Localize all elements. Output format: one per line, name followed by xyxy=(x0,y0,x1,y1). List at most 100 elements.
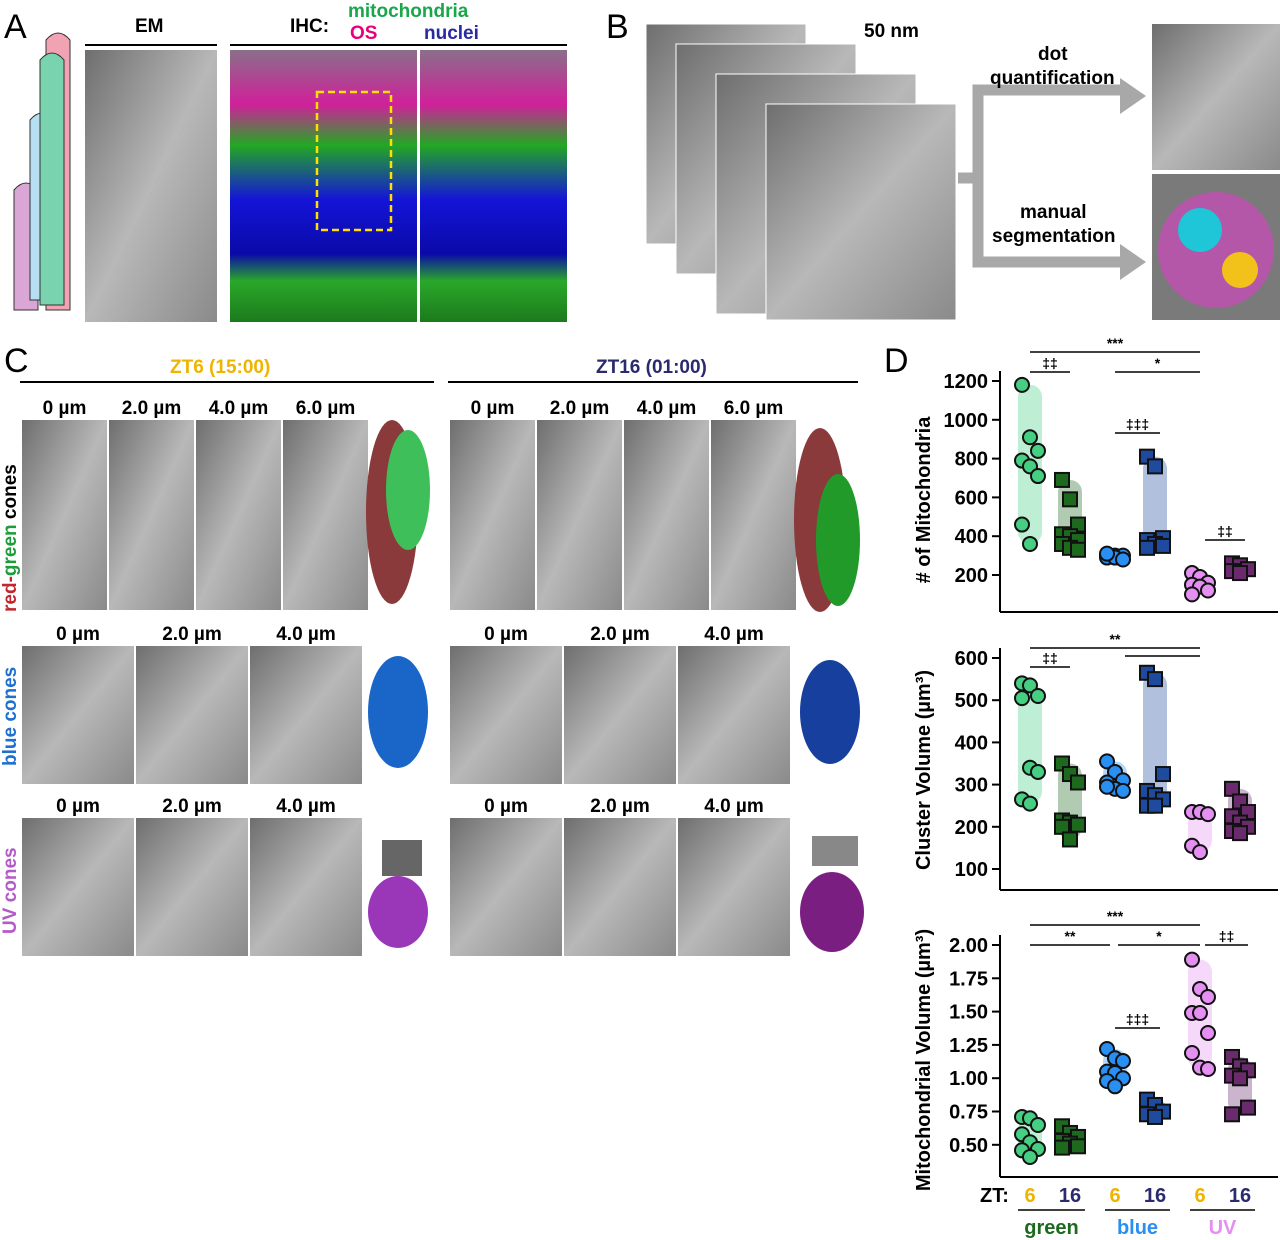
ssbf-em-grid: 0 µm 2.0 µm 4.0 µm 6.0 µm 0 µm 2.0 µm 4.0 µm 6.… xyxy=(22,398,796,956)
data-point xyxy=(1200,806,1216,823)
data-point xyxy=(1030,442,1046,459)
zt6-title: ZT6 (15:00) xyxy=(170,357,270,378)
data-point xyxy=(1184,586,1200,603)
group-label: blue xyxy=(1117,1217,1158,1239)
depth-label: 4.0 µm xyxy=(637,398,697,419)
data-point xyxy=(1062,831,1078,848)
depth-label: 0 µm xyxy=(43,398,87,419)
em-slice xyxy=(109,420,194,610)
data-point xyxy=(1070,541,1086,558)
data-point xyxy=(1030,468,1046,485)
significance-label: ‡‡‡ xyxy=(1126,1011,1149,1027)
mitochondria-label: mitochondria xyxy=(348,1,469,22)
em-slice xyxy=(450,420,535,610)
significance-label: * xyxy=(1155,355,1161,371)
3d-renders xyxy=(366,420,864,952)
em-slice xyxy=(678,646,790,784)
data-point xyxy=(1030,763,1046,780)
zt-value: 16 xyxy=(1059,1185,1081,1207)
data-point xyxy=(1070,816,1086,833)
significance-label: ‡‡‡ xyxy=(1126,416,1149,432)
em-slice xyxy=(450,646,562,784)
data-point xyxy=(1022,1148,1038,1165)
data-point xyxy=(1022,795,1038,812)
data-point xyxy=(1232,825,1248,842)
em-slice xyxy=(22,420,107,610)
em-slice xyxy=(564,646,676,784)
scale-label: 50 nm xyxy=(864,21,919,42)
depth-label: 6.0 µm xyxy=(296,398,356,419)
zt-value: 6 xyxy=(1024,1185,1035,1207)
data-point xyxy=(1099,778,1115,795)
data-point xyxy=(1014,516,1030,533)
nuclei-label: nuclei xyxy=(424,23,479,44)
em-slice xyxy=(250,646,362,784)
em-slice xyxy=(564,818,676,956)
ihc-zoom-image xyxy=(420,50,567,322)
em-slice xyxy=(450,818,562,956)
depth-label: 0 µm xyxy=(484,796,528,817)
em-slice xyxy=(711,420,796,610)
y-axis-label: Mitochondrial Volume (µm³) xyxy=(913,929,935,1191)
y-tick-label: 200 xyxy=(955,817,988,839)
segmentation-label: segmentation xyxy=(992,226,1116,247)
significance-label: *** xyxy=(1107,908,1124,924)
data-point xyxy=(1200,582,1216,599)
ihc-title: IHC: xyxy=(290,16,329,37)
row-label-uv: UV cones xyxy=(0,847,21,934)
y-tick-label: 2.00 xyxy=(949,935,988,957)
os-label: OS xyxy=(350,23,377,44)
data-point xyxy=(1147,458,1163,475)
data-point xyxy=(1115,1052,1131,1069)
depth-label: 2.0 µm xyxy=(590,624,650,645)
depth-label: 6.0 µm xyxy=(724,398,784,419)
y-tick-label: 0.50 xyxy=(949,1135,988,1157)
em-stack xyxy=(645,23,957,321)
manual-label: manual xyxy=(1020,202,1087,223)
data-point xyxy=(1022,535,1038,552)
ihc-image xyxy=(230,50,417,322)
depth-label: 4.0 µm xyxy=(276,796,336,817)
data-point xyxy=(1115,782,1131,799)
row-label-blue: blue cones xyxy=(0,667,21,766)
y-tick-label: 1200 xyxy=(944,371,989,393)
data-point xyxy=(1184,1044,1200,1061)
data-point xyxy=(1147,1108,1163,1125)
cone-schematic xyxy=(13,32,71,311)
y-tick-label: 600 xyxy=(955,487,988,509)
zt-value: 16 xyxy=(1144,1185,1166,1207)
em-title: EM xyxy=(135,16,164,37)
data-point xyxy=(1224,1106,1240,1123)
data-point xyxy=(1115,551,1131,568)
data-point xyxy=(1240,1099,1256,1116)
data-point xyxy=(1054,471,1070,488)
row-label-red-green: red-green cones xyxy=(0,464,21,612)
zt16-title: ZT16 (01:00) xyxy=(596,357,707,378)
depth-label: 2.0 µm xyxy=(162,624,222,645)
y-tick-label: 1.25 xyxy=(949,1035,988,1057)
data-point xyxy=(1192,1004,1208,1021)
data-point xyxy=(1062,491,1078,508)
y-axis-label: Cluster Volume (µm³) xyxy=(913,670,935,870)
panel-label-d: D xyxy=(884,342,909,380)
group-label: UV xyxy=(1209,1217,1237,1239)
data-point xyxy=(1192,844,1208,861)
dot-quant-image xyxy=(1152,24,1280,170)
depth-label: 0 µm xyxy=(471,398,515,419)
group-label: green xyxy=(1024,1217,1078,1239)
em-slice xyxy=(624,420,709,610)
y-tick-label: 100 xyxy=(955,859,988,881)
data-point xyxy=(1139,539,1155,556)
em-slice xyxy=(678,818,790,956)
significance-label: *** xyxy=(1107,335,1124,351)
data-point xyxy=(1147,797,1163,814)
zt-value: 6 xyxy=(1194,1185,1205,1207)
depth-label: 0 µm xyxy=(56,796,100,817)
y-axis-label: # of Mitochondria xyxy=(913,416,935,584)
panel-label-c: C xyxy=(4,342,29,380)
quantification-label: quantification xyxy=(990,68,1115,89)
significance-label: ** xyxy=(1065,928,1076,944)
depth-label: 2.0 µm xyxy=(122,398,182,419)
em-slice xyxy=(22,818,134,956)
